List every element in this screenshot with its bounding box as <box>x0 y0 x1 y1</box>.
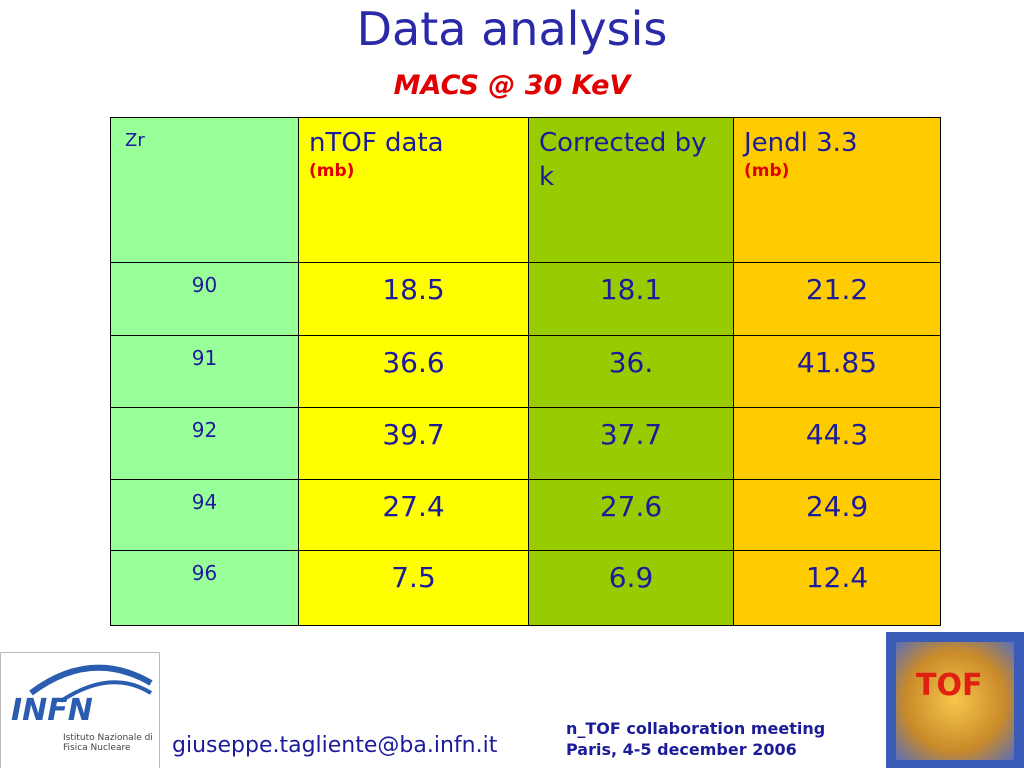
value-cell: 18.5 <box>298 262 529 336</box>
value-cell: 18.1 <box>528 262 734 336</box>
value-cell: 21.2 <box>733 262 941 336</box>
meeting-info: n_TOF collaboration meeting Paris, 4-5 d… <box>566 718 825 760</box>
value-cell: 36. <box>528 335 734 408</box>
value-cell: 12.4 <box>733 550 941 626</box>
value-cell: 36.6 <box>298 335 529 408</box>
value-cell: 24.9 <box>733 479 941 551</box>
header-cell: nTOF data (mb) <box>298 117 529 263</box>
header-text: Jendl 3.3 <box>744 128 858 158</box>
row-label: 94 <box>110 479 299 551</box>
meeting-line: n_TOF collaboration meeting <box>566 719 826 738</box>
email: giuseppe.tagliente@ba.infn.it <box>172 733 498 758</box>
header-text: nTOF data <box>309 128 444 158</box>
infn-caption: Istituto Nazionale di Fisica Nucleare <box>63 733 153 753</box>
header-cell: Zr <box>110 117 299 263</box>
value-cell: 7.5 <box>298 550 529 626</box>
tof-logo-bg <box>896 642 1014 760</box>
value-cell: 39.7 <box>298 407 529 480</box>
meeting-line: Paris, 4-5 december 2006 <box>566 740 797 759</box>
value-cell: 27.4 <box>298 479 529 551</box>
header-unit: (mb) <box>309 161 355 181</box>
value-cell: 27.6 <box>528 479 734 551</box>
header-text: Corrected by k <box>539 128 707 192</box>
header-text: Zr <box>125 130 145 151</box>
title: Data analysis <box>356 2 668 56</box>
subtitle: MACS @ 30 KeV <box>393 70 631 101</box>
header-cell: Jendl 3.3 (mb) <box>733 117 941 263</box>
infn-logo: INFN Istituto Nazionale di Fisica Nuclea… <box>0 652 160 768</box>
row-label: 90 <box>110 262 299 336</box>
row-label: 91 <box>110 335 299 408</box>
row-label: 96 <box>110 550 299 626</box>
value-cell: 41.85 <box>733 335 941 408</box>
infn-text: INFN <box>11 693 93 728</box>
header-cell: Corrected by k <box>528 117 734 263</box>
header-unit: (mb) <box>744 161 790 181</box>
tof-text: TOF <box>916 668 983 703</box>
value-cell: 6.9 <box>528 550 734 626</box>
tof-logo: TOF <box>886 632 1024 768</box>
row-label: 92 <box>110 407 299 480</box>
value-cell: 44.3 <box>733 407 941 480</box>
infn-arc <box>29 664 153 703</box>
value-cell: 37.7 <box>528 407 734 480</box>
